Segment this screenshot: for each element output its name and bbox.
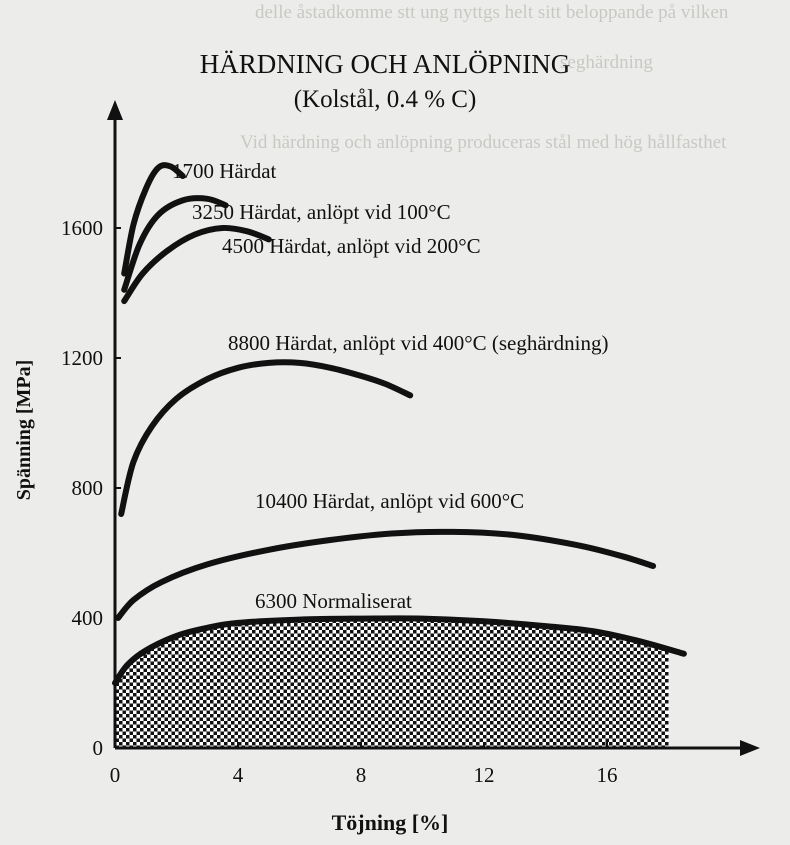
normalized-area-fill	[115, 618, 669, 748]
series-line-2	[121, 195, 229, 293]
x-tick-label: 12	[474, 763, 495, 787]
y-tick-label: 0	[93, 736, 104, 760]
y-tick-label: 1600	[61, 216, 103, 240]
tick-labels: 0 4 8 12 16 0 400 800 1200 1600	[61, 216, 618, 787]
series-label-3: 4500 Härdat, anlöpt vid 200°C	[222, 234, 481, 258]
x-axis-arrow	[740, 740, 760, 756]
series-label-2: 3250 Härdat, anlöpt vid 100°C	[192, 200, 451, 224]
series-label-4: 8800 Härdat, anlöpt vid 400°C (seghärdni…	[228, 331, 609, 355]
series-layer	[112, 162, 687, 686]
series-labels: 1700 Härdat 3250 Härdat, anlöpt vid 100°C…	[172, 159, 609, 613]
series-label-6: 6300 Normaliserat	[255, 589, 412, 613]
x-tick-label: 0	[110, 763, 121, 787]
series-line-4	[118, 359, 414, 517]
x-axis-label: Töjning [%]	[332, 810, 449, 835]
y-axis-label: Spänning [MPa]	[13, 360, 35, 501]
y-tick-label: 1200	[61, 346, 103, 370]
x-tick-label: 16	[597, 763, 618, 787]
series-label-5: 10400 Härdat, anlöpt vid 600°C	[255, 489, 524, 513]
y-axis-arrow	[107, 100, 123, 120]
series-line-6	[112, 615, 687, 686]
x-tick-label: 8	[356, 763, 367, 787]
series-label-1: 1700 Härdat	[172, 159, 277, 183]
chart-subtitle: (Kolstål, 0.4 % C)	[294, 86, 477, 113]
y-tick-label: 800	[72, 476, 104, 500]
x-tick-label: 4	[233, 763, 244, 787]
series-line-3	[121, 224, 272, 305]
series-line-1	[121, 162, 186, 277]
series-line-5	[115, 528, 657, 621]
chart-title: HÄRDNING OCH ANLÖPNING	[200, 49, 571, 79]
axes	[107, 100, 760, 756]
y-tick-label: 400	[72, 606, 104, 630]
